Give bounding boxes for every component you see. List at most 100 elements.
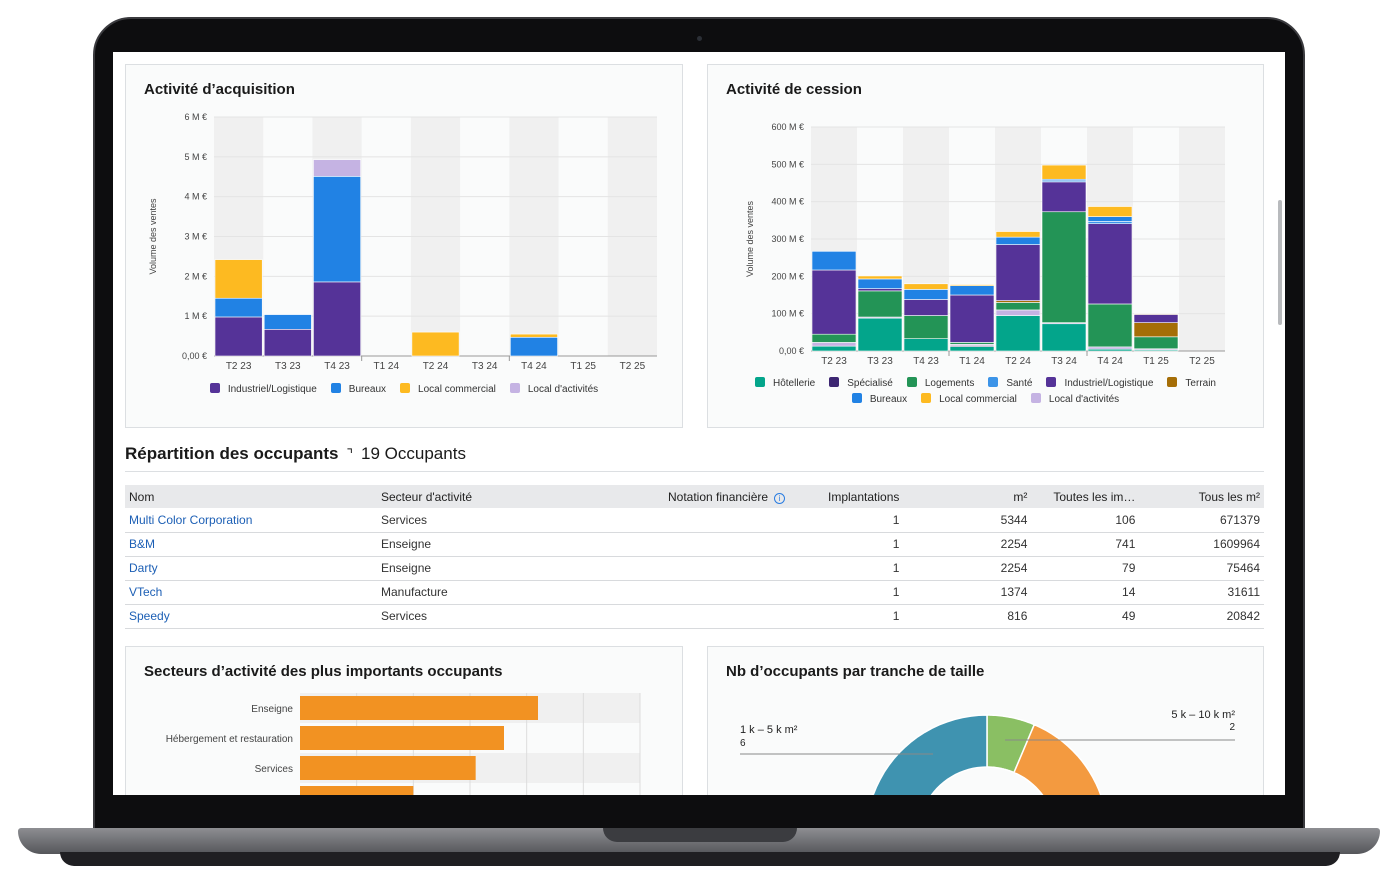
table-cell: 2254: [903, 532, 1032, 557]
bar-segment: [903, 299, 949, 316]
legend-swatch: [400, 383, 411, 393]
sizes-donut-chart: 5 k – 10 k m²2 1 k – 5 k m² 6: [740, 709, 1235, 795]
table-cell: B&M: [125, 532, 377, 557]
col-notation[interactable]: Notation financière i: [664, 485, 824, 508]
x-tick-label: T2 23: [226, 361, 252, 372]
col-nom[interactable]: Nom: [125, 485, 377, 508]
legend-label: Local d'activités: [527, 384, 599, 395]
divider: [125, 471, 1264, 472]
table-cell: 1: [824, 604, 904, 629]
legend-label: Industriel/Logistique: [1064, 378, 1154, 389]
acquisition-legend: Industriel/Logistique Bureaux Local commer…: [126, 383, 682, 395]
y-axis-label: Volume des ventes: [148, 198, 158, 275]
col-notation-label: Notation financière: [668, 489, 769, 504]
bar-segment: [857, 278, 903, 289]
table-cell: 816: [903, 604, 1032, 629]
external-link-icon[interactable]: ⌝: [346, 445, 354, 462]
col-tous-m2[interactable]: Tous les m²: [1139, 485, 1264, 508]
legend-item[interactable]: Industriel/Logistique: [209, 383, 317, 395]
bar-segment: [811, 333, 857, 343]
x-tick-label: T3 24: [472, 361, 498, 372]
legend-swatch: [755, 377, 765, 387]
bar-segment: [510, 336, 558, 357]
table-row[interactable]: VTech Manufacture 1 1374 14 31611: [125, 580, 1264, 605]
bar-segment: [857, 275, 903, 280]
table-row[interactable]: Multi Color Corporation Services 1 5344 106 6…: [125, 508, 1264, 533]
legend-item[interactable]: Logements: [906, 377, 974, 389]
info-icon[interactable]: i: [774, 492, 786, 504]
table-cell: Enseigne: [377, 532, 664, 557]
occupant-link[interactable]: Darty: [129, 561, 158, 575]
bar-segment: [1041, 181, 1087, 213]
legend-item[interactable]: Bureaux: [330, 383, 387, 395]
col-implantations[interactable]: Implantations: [824, 485, 904, 508]
bar-segment: [995, 302, 1041, 311]
bar-segment: [1041, 211, 1087, 323]
legend-item[interactable]: Spécialisé: [829, 377, 893, 389]
occupant-link[interactable]: Speedy: [129, 609, 170, 623]
legend-item[interactable]: Santé: [988, 377, 1032, 389]
legend-item[interactable]: Local d'activités: [509, 383, 599, 395]
legend-item[interactable]: Bureaux: [851, 393, 908, 405]
table-cell: [664, 580, 824, 605]
occupant-link[interactable]: B&M: [129, 537, 156, 551]
bar: [300, 696, 538, 720]
y-tick-label: 500 M €: [771, 159, 804, 169]
occupants-table: Nom Secteur d'activité Notation financiè…: [125, 485, 1264, 629]
x-tick-label: T1 25: [570, 361, 596, 372]
col-m2[interactable]: m²: [903, 485, 1032, 508]
legend-item[interactable]: Terrain: [1167, 377, 1216, 389]
bar-segment: [903, 289, 949, 300]
x-tick-label: T2 25: [1189, 356, 1215, 367]
table-cell: [664, 556, 824, 581]
table-row[interactable]: Speedy Services 1 816 49 20842: [125, 604, 1264, 629]
camera-dot: [697, 36, 702, 41]
bar-segment: [811, 269, 857, 335]
cession-title: Activité de cession: [726, 81, 862, 98]
legend-swatch: [988, 377, 999, 387]
legend-item[interactable]: Industriel/Logistique: [1046, 377, 1153, 389]
occupant-link[interactable]: Multi Color Corporation: [129, 512, 253, 527]
bar-segment: [1087, 346, 1133, 350]
slice-value: 6: [740, 738, 746, 749]
sectors-title: Secteurs d’activité des plus importants …: [144, 663, 503, 680]
x-tick-label: T3 23: [867, 356, 893, 367]
y-tick-label: 1 M €: [184, 311, 207, 321]
scrollbar-thumb[interactable]: [1278, 200, 1282, 325]
table-cell: 1: [824, 508, 904, 533]
bar-segment: [995, 244, 1041, 301]
bar-segment: [1041, 323, 1087, 352]
legend-swatch: [906, 377, 917, 387]
occupant-link[interactable]: VTech: [129, 585, 163, 599]
col-toutes-implantations[interactable]: Toutes les im…: [1031, 485, 1140, 508]
legend-label: Bureaux: [348, 384, 387, 395]
y-tick-label: 300 M €: [771, 234, 804, 244]
legend-item[interactable]: Local commercial: [400, 383, 496, 395]
acquisition-chart: 0,00 € 1 M € 2 M € 3 M € 4 M € 5 M € 6 M € Volu…: [148, 112, 657, 372]
category-label: Hébergement et restauration: [166, 734, 293, 745]
bar-segment: [857, 288, 903, 292]
occupants-title: Répartition des occupants: [125, 444, 339, 463]
bar-segment: [263, 314, 312, 330]
sizes-card: Nb d’occupants par tranche de taille 5 k…: [707, 646, 1264, 795]
col-secteur[interactable]: Secteur d'activité: [377, 485, 664, 508]
table-row[interactable]: Darty Enseigne 1 2254 79 75464: [125, 556, 1264, 581]
sectors-chart: Enseigne Hébergement et restauration Servi…: [166, 693, 641, 795]
legend-swatch: [829, 377, 840, 387]
cession-legend: Hôtellerie Spécialisé Logements Santé Indust…: [708, 377, 1263, 405]
bar: [300, 786, 414, 795]
x-tick-label: T2 24: [1005, 356, 1031, 367]
legend-item[interactable]: Hôtellerie: [755, 377, 815, 389]
y-tick-label: 6 M €: [184, 112, 207, 122]
bar-segment: [1133, 313, 1179, 315]
x-tick-label: T3 23: [275, 361, 301, 372]
table-cell: 79: [1031, 556, 1140, 581]
legend-item[interactable]: Local d'activités: [1030, 393, 1119, 405]
table-row[interactable]: B&M Enseigne 1 2254 741 1609964: [125, 532, 1264, 557]
legend-label: Bureaux: [869, 394, 908, 405]
bar-segment: [903, 283, 949, 290]
legend-item[interactable]: Local commercial: [921, 393, 1017, 405]
legend-swatch: [330, 383, 341, 393]
bar-segment: [995, 315, 1041, 352]
table-cell: 1609964: [1139, 532, 1264, 557]
